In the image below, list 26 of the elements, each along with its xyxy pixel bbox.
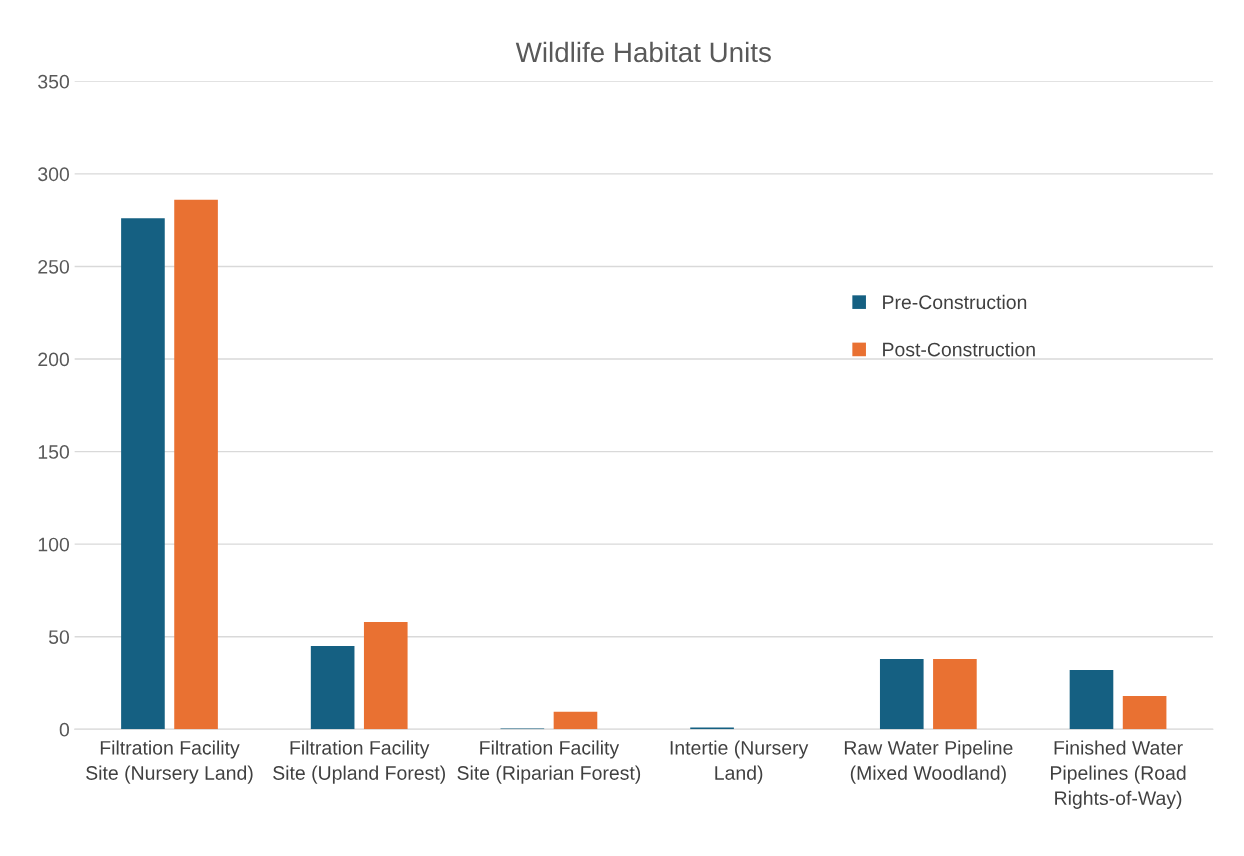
bar <box>933 658 977 730</box>
y-tick-label: 100 <box>38 537 70 552</box>
bar <box>1069 670 1114 730</box>
y-tick-label: 250 <box>38 259 70 274</box>
x-tick-label: Intertie (Nursery Land) <box>670 740 809 784</box>
x-tick-label: Raw Water Pipeline (Mixed Woodland) <box>844 740 1013 784</box>
x-tick-label: Filtration Facility Site (Nursery Land) <box>86 740 253 784</box>
bar <box>1122 695 1167 730</box>
y-tick-label: 50 <box>48 630 70 644</box>
y-tick-label: 200 <box>38 352 70 367</box>
y-tick-label: 150 <box>38 445 70 459</box>
y-tick-label: 300 <box>38 167 70 182</box>
x-tick-label: Filtration Facility Site (Riparian Forest) <box>457 740 641 784</box>
bar <box>121 218 165 730</box>
y-tick-label: 0 <box>59 722 70 737</box>
bar <box>879 658 924 730</box>
x-tick-label: Filtration Facility Site (Upland Forest) <box>273 740 445 784</box>
legend-label: Pre-Construction <box>883 294 1027 310</box>
bar <box>310 646 355 730</box>
bar <box>174 199 218 730</box>
bar <box>553 711 598 730</box>
bar <box>363 621 408 730</box>
legend-label: Post-Construction <box>883 342 1035 357</box>
y-tick-label: 350 <box>38 74 70 89</box>
x-tick-label: Finished Water Pipelines (Road Rights-of-Way) <box>1051 740 1186 809</box>
chart-title: Wildlife Habitat Units <box>515 41 771 63</box>
